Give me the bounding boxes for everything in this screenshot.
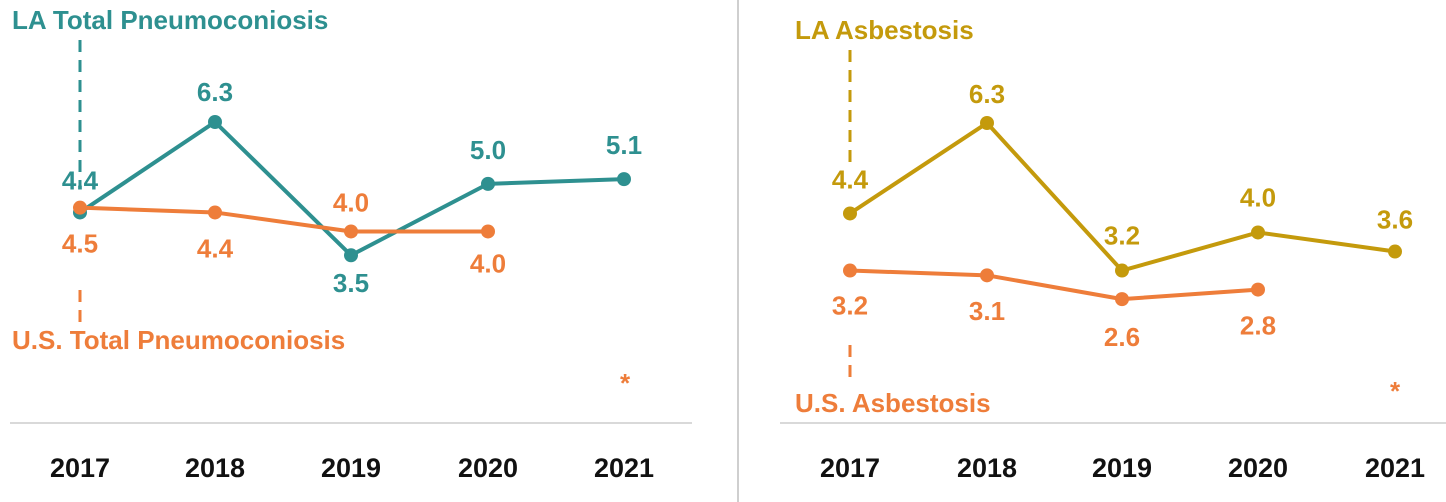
data-label: 6.3 — [969, 79, 1005, 109]
x-tick-label: 2017 — [820, 453, 880, 483]
data-point — [843, 263, 857, 278]
data-label: 3.2 — [832, 290, 868, 320]
series-name: LA Total Pneumoconiosis — [12, 5, 328, 35]
data-label: 3.6 — [1377, 204, 1413, 234]
x-tick-label: 2019 — [1092, 453, 1152, 483]
x-tick-label: 2018 — [185, 453, 245, 483]
annotation: * — [1390, 376, 1401, 406]
data-point — [73, 200, 87, 215]
series-line — [849, 268, 1259, 302]
data-point — [1388, 244, 1402, 259]
data-point — [344, 248, 358, 263]
data-point — [980, 116, 994, 130]
series-name: LA Asbestosis — [795, 15, 974, 45]
x-tick-label: 2020 — [1228, 453, 1288, 483]
data-point — [980, 268, 994, 283]
data-label: 2.6 — [1104, 322, 1140, 352]
series-name: U.S. Total Pneumoconiosis — [12, 325, 345, 355]
data-point — [208, 205, 222, 220]
x-tick-label: 2020 — [458, 453, 518, 483]
data-label: 5.0 — [470, 135, 506, 165]
data-point — [344, 224, 358, 239]
data-label: 2.8 — [1240, 310, 1276, 340]
data-label: 3.5 — [333, 268, 369, 298]
data-label: 4.0 — [333, 187, 369, 217]
data-label: 4.4 — [197, 233, 234, 263]
data-label: 5.1 — [606, 130, 642, 160]
data-point — [1251, 225, 1265, 240]
series-line — [79, 205, 488, 234]
annotation: * — [620, 368, 631, 398]
data-point — [481, 224, 495, 239]
data-label: 6.3 — [197, 77, 233, 107]
data-label: 4.0 — [470, 248, 506, 278]
data-label: 3.2 — [1104, 220, 1140, 250]
series-name: U.S. Asbestosis — [795, 388, 991, 418]
data-point — [1115, 292, 1129, 307]
x-tick-label: 2021 — [594, 453, 654, 483]
x-tick-label: 2017 — [50, 453, 110, 483]
x-tick-label: 2019 — [321, 453, 381, 483]
data-point — [617, 172, 631, 187]
data-label: 4.4 — [832, 164, 869, 194]
data-point — [1251, 282, 1265, 297]
x-tick-label: 2018 — [957, 453, 1017, 483]
x-tick-label: 2021 — [1365, 453, 1425, 483]
data-point — [843, 206, 857, 221]
data-label: 4.5 — [62, 229, 98, 259]
data-point — [208, 115, 222, 129]
data-label: 4.4 — [62, 165, 99, 195]
data-point — [481, 176, 495, 191]
data-point — [1115, 263, 1129, 278]
data-label: 4.0 — [1240, 182, 1276, 212]
data-label: 3.1 — [969, 296, 1005, 326]
